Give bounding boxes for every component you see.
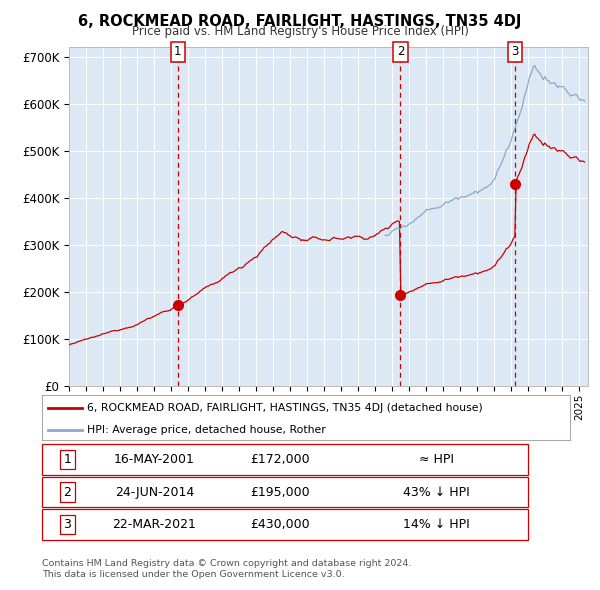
- Text: Contains HM Land Registry data © Crown copyright and database right 2024.: Contains HM Land Registry data © Crown c…: [42, 559, 412, 568]
- Text: 22-MAR-2021: 22-MAR-2021: [113, 518, 196, 531]
- Text: HPI: Average price, detached house, Rother: HPI: Average price, detached house, Roth…: [87, 425, 326, 435]
- Text: £195,000: £195,000: [251, 486, 310, 499]
- Text: 16-MAY-2001: 16-MAY-2001: [114, 453, 195, 466]
- Text: 24-JUN-2014: 24-JUN-2014: [115, 486, 194, 499]
- Text: ≈ HPI: ≈ HPI: [419, 453, 454, 466]
- Text: 3: 3: [511, 45, 519, 58]
- Text: 6, ROCKMEAD ROAD, FAIRLIGHT, HASTINGS, TN35 4DJ: 6, ROCKMEAD ROAD, FAIRLIGHT, HASTINGS, T…: [79, 14, 521, 28]
- Text: 2: 2: [64, 486, 71, 499]
- Text: 6, ROCKMEAD ROAD, FAIRLIGHT, HASTINGS, TN35 4DJ (detached house): 6, ROCKMEAD ROAD, FAIRLIGHT, HASTINGS, T…: [87, 403, 482, 412]
- Text: 2: 2: [397, 45, 404, 58]
- Text: 14% ↓ HPI: 14% ↓ HPI: [403, 518, 470, 531]
- Text: This data is licensed under the Open Government Licence v3.0.: This data is licensed under the Open Gov…: [42, 571, 344, 579]
- Text: Price paid vs. HM Land Registry's House Price Index (HPI): Price paid vs. HM Land Registry's House …: [131, 25, 469, 38]
- Text: 1: 1: [174, 45, 181, 58]
- Text: 1: 1: [64, 453, 71, 466]
- Text: £172,000: £172,000: [251, 453, 310, 466]
- Text: 43% ↓ HPI: 43% ↓ HPI: [403, 486, 470, 499]
- Text: £430,000: £430,000: [251, 518, 310, 531]
- Text: 3: 3: [64, 518, 71, 531]
